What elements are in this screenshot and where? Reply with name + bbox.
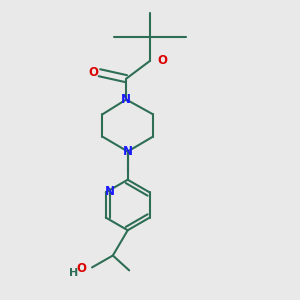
Text: N: N [105, 185, 115, 198]
Text: N: N [123, 145, 133, 158]
Text: H: H [69, 268, 78, 278]
Text: O: O [157, 54, 167, 67]
Text: O: O [76, 262, 87, 275]
Text: O: O [88, 66, 98, 79]
Text: N: N [121, 93, 131, 106]
